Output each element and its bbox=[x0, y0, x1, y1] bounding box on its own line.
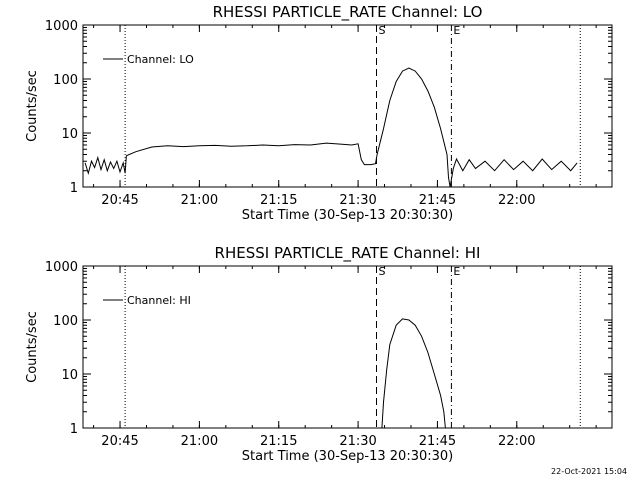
legend-entry: Channel: HI bbox=[127, 294, 191, 307]
x-tick-label: 21:00 bbox=[181, 193, 218, 208]
x-tick-label: 20:45 bbox=[101, 193, 138, 208]
y-axis-label: Counts/sec bbox=[25, 311, 40, 383]
x-tick-label: 21:45 bbox=[419, 193, 456, 208]
y-tick-label: 1000 bbox=[45, 19, 78, 34]
y-tick-label: 100 bbox=[53, 73, 78, 88]
series-line-0 bbox=[84, 67, 578, 187]
x-tick-label: 21:15 bbox=[260, 434, 297, 449]
series-line-0 bbox=[381, 318, 446, 428]
y-tick-label: 100 bbox=[53, 314, 78, 329]
x-tick-label: 21:00 bbox=[181, 434, 218, 449]
x-axis-label: Start Time (30-Sep-13 20:30:30) bbox=[242, 449, 453, 464]
chart-title: RHESSI PARTICLE_RATE Channel: HI bbox=[215, 244, 481, 263]
plot-frame bbox=[82, 24, 613, 188]
chart-panel-lo: RHESSI PARTICLE_RATE Channel: LO 20:45 21:… bbox=[25, 3, 613, 223]
x-tick-label: 20:45 bbox=[101, 434, 138, 449]
x-tick-label: 22:00 bbox=[498, 434, 535, 449]
x-tick-label: 21:15 bbox=[260, 193, 297, 208]
marker-label-s: S bbox=[378, 24, 385, 37]
y-tick-label: 10 bbox=[61, 127, 78, 142]
chart-title: RHESSI PARTICLE_RATE Channel: LO bbox=[213, 3, 483, 22]
y-axis-label: Counts/sec bbox=[25, 70, 40, 142]
x-tick-label: 21:30 bbox=[339, 193, 376, 208]
chart-panel-hi: RHESSI PARTICLE_RATE Channel: HI 20:45 21:… bbox=[25, 244, 613, 464]
marker-label-e: E bbox=[453, 24, 460, 37]
x-tick-label: 21:45 bbox=[419, 434, 456, 449]
marker-label-s: S bbox=[378, 265, 385, 278]
x-tick-label: 22:00 bbox=[498, 193, 535, 208]
marker-label-e: E bbox=[453, 265, 460, 278]
y-tick-label: 1 bbox=[70, 181, 78, 196]
y-tick-label: 10 bbox=[61, 368, 78, 383]
generation-timestamp: 22-Oct-2021 15:04 bbox=[551, 467, 627, 476]
x-tick-label: 21:30 bbox=[339, 434, 376, 449]
legend-entry: Channel: LO bbox=[127, 53, 194, 66]
x-axis-label: Start Time (30-Sep-13 20:30:30) bbox=[242, 208, 453, 223]
y-tick-label: 1 bbox=[70, 422, 78, 437]
y-tick-label: 1000 bbox=[45, 260, 78, 275]
plot-frame bbox=[82, 265, 613, 429]
